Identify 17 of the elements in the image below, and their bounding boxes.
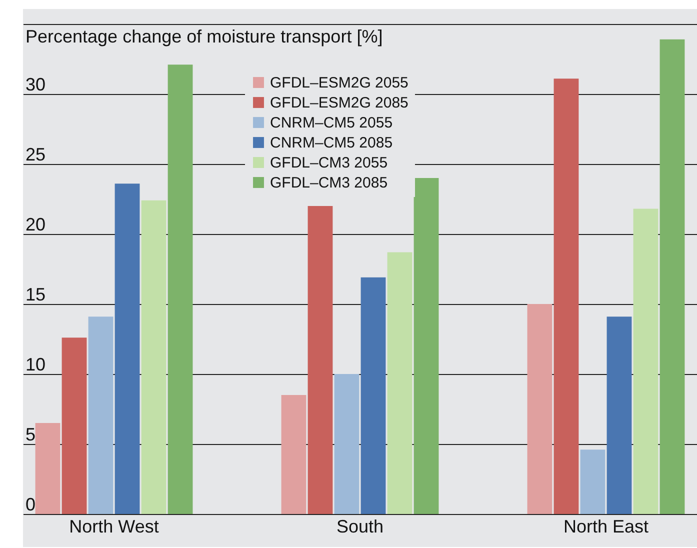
y-tick-label: 30	[26, 74, 46, 94]
legend-label: CNRM–CM5 2085	[270, 134, 393, 152]
x-tick-label: South	[336, 516, 384, 536]
legend-label: GFDL–ESM2G 2085	[270, 94, 408, 112]
legend-label: CNRM–CM5 2055	[270, 114, 393, 132]
legend-label: GFDL–CM3 2055	[270, 154, 388, 172]
legend-label: GFDL–ESM2G 2055	[270, 74, 408, 92]
y-tick-label: 5	[26, 424, 36, 444]
y-tick-label: 20	[26, 214, 46, 234]
y-tick-label: 15	[26, 284, 46, 304]
y-tick-label: 10	[26, 354, 46, 374]
legend-label: GFDL–CM3 2085	[270, 174, 388, 192]
x-tick-label: North West	[69, 516, 159, 536]
y-tick-label: 25	[26, 144, 46, 164]
y-axis-title: Percentage change of moisture transport [%]	[26, 26, 383, 46]
y-tick-label: 0	[26, 494, 36, 514]
x-tick-label: North East	[563, 516, 649, 536]
